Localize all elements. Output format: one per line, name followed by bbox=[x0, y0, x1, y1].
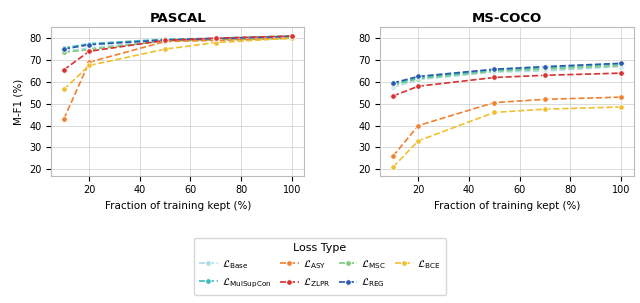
Title: PASCAL: PASCAL bbox=[149, 12, 206, 25]
Y-axis label: M-F1 (%): M-F1 (%) bbox=[13, 78, 24, 125]
X-axis label: Fraction of training kept (%): Fraction of training kept (%) bbox=[434, 201, 580, 211]
Legend: $\mathcal{L}_{\mathrm{Base}}$, $\mathcal{L}_{\mathrm{MulSupCon}}$, $\mathcal{L}_: $\mathcal{L}_{\mathrm{Base}}$, $\mathcal… bbox=[194, 238, 446, 295]
X-axis label: Fraction of training kept (%): Fraction of training kept (%) bbox=[104, 201, 251, 211]
Title: MS-COCO: MS-COCO bbox=[472, 12, 542, 25]
